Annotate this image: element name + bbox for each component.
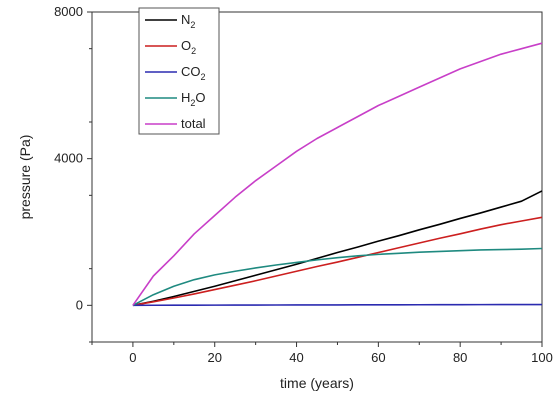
axis-ticks: 0 20 40 60 80 100 0 4000 8000 [54, 4, 553, 365]
x-tick-label: 40 [289, 350, 303, 365]
series-line-n2 [132, 190, 543, 307]
x-tick-label: 60 [371, 350, 385, 365]
plot-frame [91, 11, 543, 343]
legend-label-total: total [181, 116, 206, 131]
x-tick-label: 100 [531, 350, 553, 365]
x-tick-label: 0 [129, 350, 136, 365]
series-line-total [132, 42, 543, 306]
legend-label-h2o: H2O [181, 90, 206, 108]
legend-label-o2: O2 [181, 38, 196, 56]
series-line-co2 [132, 303, 543, 307]
x-tick-label: 80 [453, 350, 467, 365]
series-lines [132, 42, 543, 307]
series-line-h2o [132, 247, 543, 307]
x-tick-label: 20 [207, 350, 221, 365]
legend-label-n2: N2 [181, 12, 195, 30]
series-line-o2 [132, 216, 543, 307]
y-axis-title: pressure (Pa) [17, 135, 33, 220]
legend: N2 O2 CO2 H2O total [138, 7, 220, 135]
legend-box [138, 7, 220, 135]
y-tick-label: 8000 [54, 4, 83, 19]
plot-area-border [91, 11, 543, 343]
legend-label-co2: CO2 [181, 64, 206, 82]
x-axis-title: time (years) [280, 375, 354, 391]
y-tick-label: 4000 [54, 151, 83, 166]
y-tick-label: 0 [76, 297, 83, 312]
